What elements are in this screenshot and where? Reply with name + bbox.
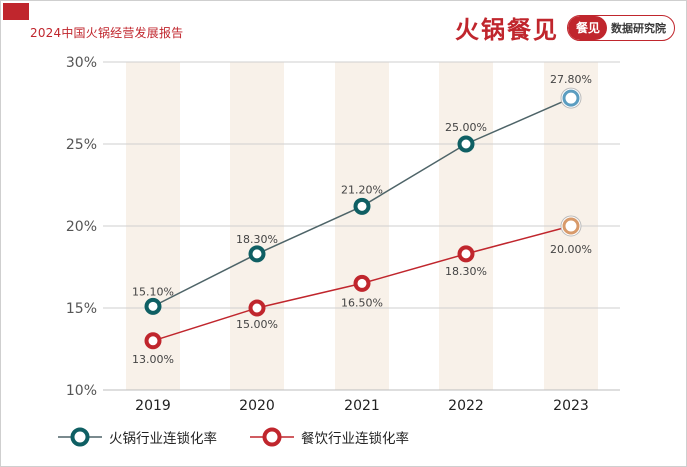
x-tick-label-2019: 2019 xyxy=(135,398,171,414)
x-tick-label-2023: 2023 xyxy=(553,398,589,414)
data-label-catering-2021: 16.50% xyxy=(341,296,383,309)
y-tick-label: 30% xyxy=(66,55,97,71)
data-label-catering-2019: 13.00% xyxy=(132,353,174,366)
point-hotpot-2020 xyxy=(248,245,266,263)
y-tick-label: 10% xyxy=(66,383,97,399)
data-labels: 15.10% 18.30% 21.20% 25.00% 27.80% 13.00% 15.0… xyxy=(132,73,592,366)
brand-header: 火锅餐见 餐见 数据研究院 xyxy=(455,10,675,45)
legend-label-catering: 餐饮行业连锁化率 xyxy=(301,431,409,447)
legend: 火锅行业连锁化率 餐饮行业连锁化率 xyxy=(57,426,441,448)
point-catering-2021 xyxy=(353,274,371,292)
data-label-hotpot-2020: 18.30% xyxy=(236,233,278,246)
legend-item-hotpot: 火锅行业连锁化率 xyxy=(57,426,217,448)
legend-label-hotpot: 火锅行业连锁化率 xyxy=(109,431,217,447)
badge-logo: 餐见 xyxy=(567,15,607,40)
x-tick-label-2022: 2022 xyxy=(448,398,484,414)
data-label-hotpot-2021: 21.20% xyxy=(341,183,383,196)
data-label-hotpot-2019: 15.10% xyxy=(132,285,174,298)
gridlines xyxy=(103,61,620,391)
corner-accent-block xyxy=(3,3,29,20)
report-title: 2024中国火锅经营发展报告 xyxy=(30,26,184,40)
y-axis: 10% 15% 20% 25% 30% xyxy=(66,55,97,399)
point-hotpot-2019 xyxy=(144,297,162,315)
legend-marker-hotpot-icon xyxy=(58,427,102,447)
y-tick-label: 15% xyxy=(66,301,97,317)
data-label-catering-2020: 15.00% xyxy=(236,318,278,331)
data-label-catering-2022: 18.30% xyxy=(445,265,487,278)
point-catering-2022 xyxy=(457,245,475,263)
series-points xyxy=(144,87,582,350)
point-hotpot-2023 xyxy=(562,89,580,107)
data-label-hotpot-2023: 27.80% xyxy=(550,73,592,86)
data-label-catering-2023: 20.00% xyxy=(550,243,592,256)
data-label-hotpot-2022: 25.00% xyxy=(445,121,487,134)
point-catering-2019 xyxy=(144,332,162,350)
legend-item-catering: 餐饮行业连锁化率 xyxy=(249,426,409,448)
x-tick-label-2020: 2020 xyxy=(239,398,275,414)
y-tick-label: 20% xyxy=(66,219,97,235)
legend-marker-catering-icon xyxy=(250,427,294,447)
point-catering-2023 xyxy=(562,217,580,235)
y-tick-label: 25% xyxy=(66,137,97,153)
brand-name: 火锅餐见 xyxy=(454,16,559,44)
x-axis: 2019 2020 2021 2022 2023 xyxy=(135,398,589,414)
point-hotpot-2022 xyxy=(457,135,475,153)
brand-badge: 餐见 数据研究院 xyxy=(566,14,675,41)
x-tick-label-2021: 2021 xyxy=(344,398,380,414)
point-hotpot-2021 xyxy=(353,197,371,215)
badge-text: 数据研究院 xyxy=(611,21,666,35)
point-catering-2020 xyxy=(248,299,266,317)
